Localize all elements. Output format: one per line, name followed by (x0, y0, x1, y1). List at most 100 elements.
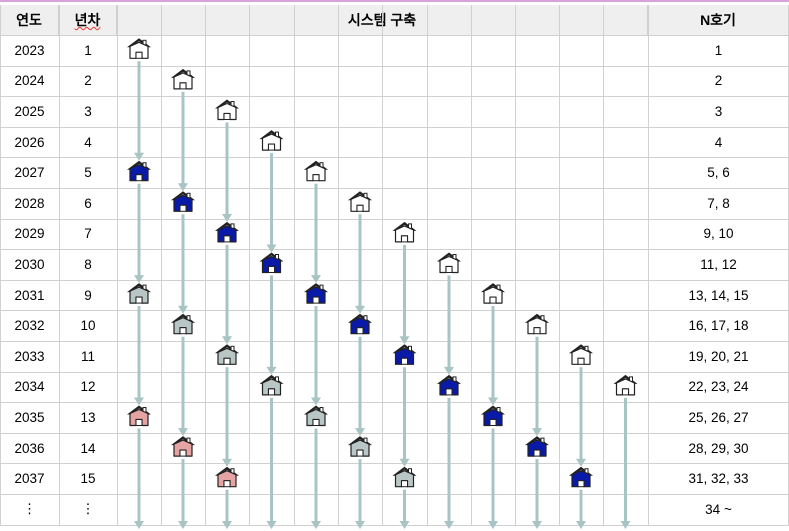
grid-vline (59, 5, 60, 525)
grid-hline (0, 371, 789, 373)
grid-hline (0, 65, 789, 67)
timeline-arrow (311, 306, 321, 406)
row-year-cell: ⋮ (22, 501, 37, 517)
timeline-arrow (576, 489, 586, 529)
timeline-arrow (488, 306, 498, 406)
grid-vline (117, 5, 118, 525)
row-units-cell: 2 (714, 73, 723, 89)
grid-hline (0, 126, 789, 128)
timeline-arrow (134, 61, 144, 161)
row-units-cell: 34 ~ (705, 501, 732, 517)
row-units-cell: 11, 12 (700, 256, 737, 272)
row-n-cell: 15 (80, 471, 96, 487)
timeline-arrow (178, 336, 188, 437)
grid-hline (0, 35, 789, 36)
house-icon (569, 344, 593, 365)
house-icon (348, 191, 372, 212)
timeline-arrow (399, 244, 410, 345)
house-icon (215, 221, 239, 243)
row-year-cell: 2028 (14, 195, 45, 211)
row-n-cell: 9 (84, 287, 92, 303)
timeline-arrow (222, 244, 232, 345)
row-units-cell: 13, 14, 15 (688, 287, 749, 303)
house-icon (392, 344, 417, 365)
timeline-arrow (576, 367, 586, 467)
timeline-arrow (178, 91, 188, 192)
grid-vline (648, 5, 649, 525)
row-units-cell: 4 (714, 134, 723, 150)
timeline-arrow (178, 214, 188, 314)
grid-hline (0, 463, 789, 465)
grid-vline (603, 5, 604, 525)
grid-hline (0, 188, 789, 189)
house-icon (171, 68, 195, 90)
house-icon (304, 160, 328, 182)
top-border (0, 0, 789, 2)
timeline-arrow (355, 336, 365, 437)
grid-hline (0, 157, 789, 159)
timeline-arrow (355, 214, 365, 314)
timeline-arrow (222, 367, 232, 467)
row-units-cell: 19, 20, 21 (688, 348, 749, 364)
timeline-arrow (444, 397, 454, 529)
grid-hline (0, 402, 789, 404)
house-icon (525, 436, 549, 457)
timeline-arrow (355, 459, 365, 529)
row-units-cell: 22, 23, 24 (688, 379, 749, 395)
row-units-cell: 3 (714, 103, 723, 119)
timeline-arrow (532, 459, 542, 529)
house-icon (127, 405, 151, 427)
timeline-arrow (311, 183, 321, 284)
header-nth-year: 년차 (59, 5, 117, 35)
header-system-label: 시스템 구축 (347, 12, 417, 28)
row-year-cell: 2036 (14, 440, 45, 456)
grid-hline (0, 96, 789, 98)
row-n-cell: 8 (84, 256, 92, 272)
grid-vline (249, 5, 250, 525)
timeline-arrow (444, 275, 454, 375)
house-icon (348, 313, 372, 335)
timeline-arrow (311, 428, 321, 529)
row-year-cell: 2032 (14, 318, 45, 334)
timeline-arrow (399, 367, 410, 467)
grid-hline (0, 432, 789, 434)
grid-vline (338, 5, 339, 525)
grid-hline (0, 494, 789, 495)
timeline-arrow (266, 275, 277, 375)
timeline-arrow (222, 122, 232, 222)
row-n-cell: 14 (80, 440, 96, 456)
house-icon (171, 313, 195, 335)
row-n-cell: 1 (84, 42, 92, 58)
timeline-arrow (488, 428, 498, 529)
row-units-cell: 1 (714, 42, 723, 58)
house-icon (481, 405, 505, 427)
row-units-cell: 16, 17, 18 (688, 318, 749, 334)
row-n-cell: 2 (84, 73, 92, 89)
timeline-arrow (266, 153, 277, 253)
row-year-cell: 2025 (14, 103, 45, 119)
house-icon (437, 374, 461, 396)
header-nth-year-label: 년차 (74, 12, 101, 28)
row-n-cell: 7 (84, 226, 92, 242)
row-units-cell: 31, 32, 33 (688, 471, 749, 487)
house-icon (348, 436, 372, 457)
grid-vline (161, 5, 162, 525)
timeline-arrow (134, 306, 144, 406)
timeline-arrow (178, 459, 188, 529)
row-n-cell: 13 (80, 409, 96, 425)
house-icon (127, 283, 151, 304)
grid-vline (205, 5, 206, 525)
timeline-arrow (399, 489, 410, 529)
grid-hline (0, 310, 789, 312)
timeline-arrow (222, 489, 232, 529)
header-year: 연도 (0, 5, 59, 35)
grid-vline (382, 5, 383, 525)
row-year-cell: 2029 (14, 226, 45, 242)
timeline-arrow (134, 428, 144, 529)
row-year-cell: 2034 (14, 379, 45, 395)
house-icon (171, 191, 195, 212)
timeline-arrow (620, 397, 631, 529)
grid-vline (0, 5, 1, 525)
house-icon (392, 466, 417, 488)
